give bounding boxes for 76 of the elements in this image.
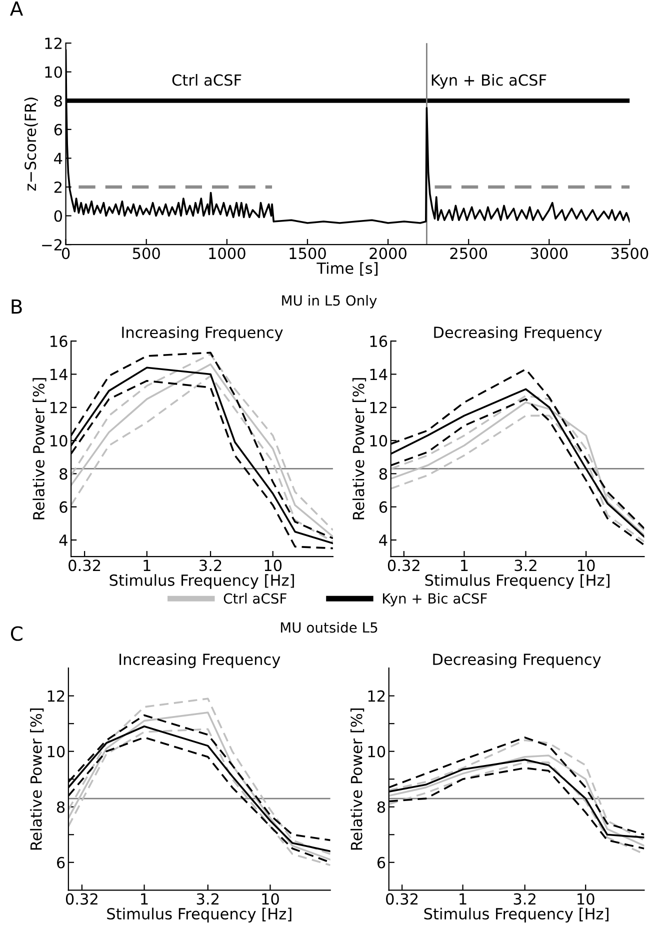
x-tick-label: 1500	[290, 248, 326, 260]
chart-subtitle: MU outside L5	[280, 622, 378, 633]
x-tick-label: 500	[132, 248, 160, 260]
y-tick-label: 16	[50, 336, 68, 348]
x-tick-label: 1	[461, 560, 468, 571]
y-tick-label: 16	[370, 336, 388, 348]
y-tick-label: 4	[59, 534, 68, 546]
x-tick-label: 3.2	[196, 893, 219, 905]
y-tick-label: 10	[368, 746, 386, 758]
y-tick-label: 8	[377, 801, 386, 813]
y-tick-label: 8	[379, 468, 388, 480]
annotation: Ctrl aCSF	[172, 74, 242, 86]
x-tick-label: 0.32	[68, 560, 100, 572]
y-tick-label: 8	[56, 801, 65, 813]
y-tick-label: 14	[50, 368, 68, 380]
y-tick-label: 10	[370, 435, 388, 447]
x-tick-label: 0.32	[388, 560, 420, 572]
y-tick-label: 12	[370, 402, 387, 414]
legend-label: Ctrl aCSF	[224, 592, 286, 604]
y-tick-label: 6	[379, 501, 388, 513]
x-axis-title: Stimulus Frequency [Hz]	[107, 908, 292, 922]
y-tick-label: 10	[50, 435, 68, 447]
y-tick-label: 10	[45, 66, 62, 78]
y-axis-title: Relative Power [%]	[30, 708, 44, 850]
x-tick-label: 10	[264, 560, 282, 572]
y-tick-label: 8	[54, 95, 62, 107]
annotation: Kyn + Bic aCSF	[432, 74, 546, 89]
x-tick-label: 1000	[209, 248, 246, 260]
y-tick-label: 4	[54, 152, 62, 164]
chart-title: Increasing Frequency	[120, 653, 280, 668]
y-tick-label: 10	[48, 746, 65, 758]
y-tick-label: −2	[42, 239, 62, 250]
x-tick-label: 10	[578, 893, 594, 905]
x-tick-label: 1	[144, 560, 150, 571]
x-axis-title: Stimulus Frequency [Hz]	[110, 574, 294, 589]
chart-title: Increasing Frequency	[122, 326, 283, 342]
x-tick-label: 0.32	[386, 893, 418, 905]
y-tick-label: 12	[50, 402, 67, 414]
x-axis-title: Time [s]	[316, 262, 378, 276]
y-tick-label: 0	[54, 210, 62, 222]
y-tick-label: 8	[60, 468, 68, 480]
x-tick-label: 0.32	[66, 893, 98, 905]
y-tick-label: 12	[368, 690, 385, 702]
legend-label: Kyn + Bic aCSF	[383, 592, 487, 606]
y-tick-label: 2	[54, 181, 62, 193]
y-axis-title: Relative Power [%]	[32, 378, 46, 520]
x-axis-title: Stimulus Frequency [Hz]	[424, 908, 608, 922]
text: A	[10, 1, 24, 16]
y-tick-label: 12	[48, 690, 64, 702]
x-tick-label: 10	[578, 560, 595, 572]
y-tick-label: 6	[54, 124, 62, 136]
y-tick-label: 6	[57, 856, 65, 868]
y-tick-label: 6	[60, 501, 68, 513]
x-tick-label: 1	[141, 893, 148, 905]
chart-title: Decreasing Frequency	[434, 326, 602, 342]
x-tick-label: 3.2	[200, 560, 222, 572]
chart-title: Decreasing Frequency	[433, 653, 601, 668]
x-tick-label: 3500	[611, 248, 648, 260]
x-tick-label: 2500	[450, 248, 488, 260]
chart-subtitle: MU in L5 Only	[282, 294, 377, 308]
x-tick-label: 3000	[530, 248, 568, 260]
x-tick-label: 10	[262, 893, 279, 905]
x-tick-label: 3.2	[514, 560, 536, 572]
y-tick-label: 6	[377, 856, 386, 868]
x-tick-label: 1	[460, 893, 466, 905]
y-tick-label: 12	[45, 38, 62, 49]
y-axis-title: z−Score(FR)	[24, 98, 38, 191]
y-tick-label: 4	[379, 534, 388, 546]
y-axis-title: Relative Power [%]	[350, 708, 364, 850]
y-tick-label: 14	[370, 368, 388, 380]
x-tick-label: 3.2	[514, 893, 536, 905]
y-axis-title: Relative Power [%]	[352, 378, 366, 520]
text: C	[10, 626, 22, 641]
x-axis-title: Stimulus Frequency [Hz]	[425, 574, 610, 589]
text: B	[12, 299, 22, 314]
x-tick-label: 2000	[370, 248, 406, 260]
